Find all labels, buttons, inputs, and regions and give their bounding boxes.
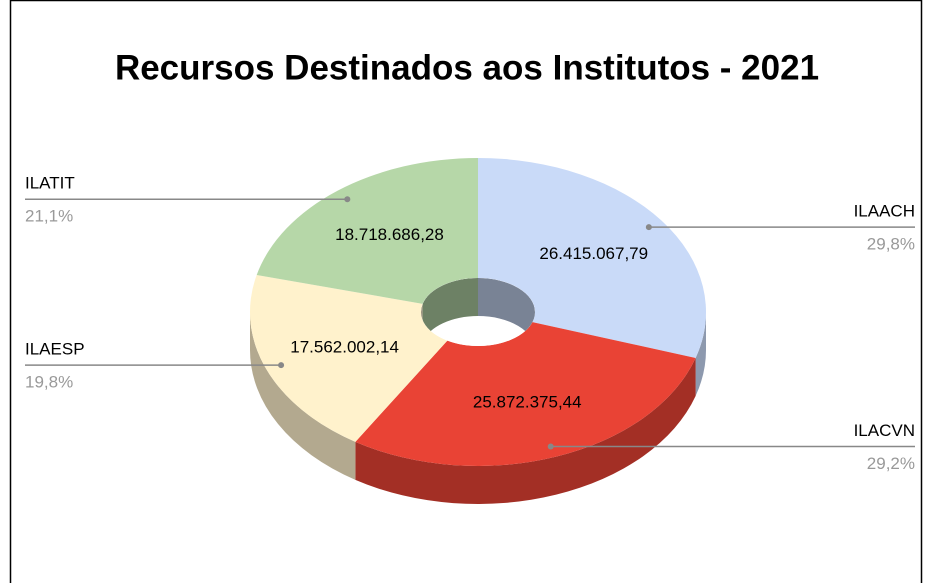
slice xyxy=(256,158,478,304)
leader-dot xyxy=(278,362,285,369)
category-label: ILAACH xyxy=(854,202,915,221)
slice-side xyxy=(355,357,696,504)
slice-side xyxy=(250,312,356,480)
slice-side xyxy=(695,312,706,396)
percentage-label: 29,8% xyxy=(867,235,915,254)
category-label: ILAESP xyxy=(25,340,85,359)
leader-dot xyxy=(344,196,351,203)
inner-wall xyxy=(478,278,535,346)
slice xyxy=(355,322,696,467)
slice xyxy=(478,158,706,358)
category-label: ILATIT xyxy=(25,174,75,193)
category-label: ILACVN xyxy=(854,421,915,440)
percentage-label: 29,2% xyxy=(867,454,915,473)
value-label: 17.562.002,14 xyxy=(290,337,399,356)
inner-wall xyxy=(422,278,478,342)
value-label: 25.872.375,44 xyxy=(473,393,582,412)
chart-title: Recursos Destinados aos Institutos - 202… xyxy=(115,48,819,87)
value-label: 18.718.686,28 xyxy=(335,225,444,244)
value-label: 26.415.067,79 xyxy=(539,244,648,263)
percentage-label: 21,1% xyxy=(25,207,73,226)
slice xyxy=(250,274,448,442)
leader-dot xyxy=(547,443,554,450)
percentage-label: 19,8% xyxy=(25,373,73,392)
leader-dot xyxy=(645,224,652,231)
